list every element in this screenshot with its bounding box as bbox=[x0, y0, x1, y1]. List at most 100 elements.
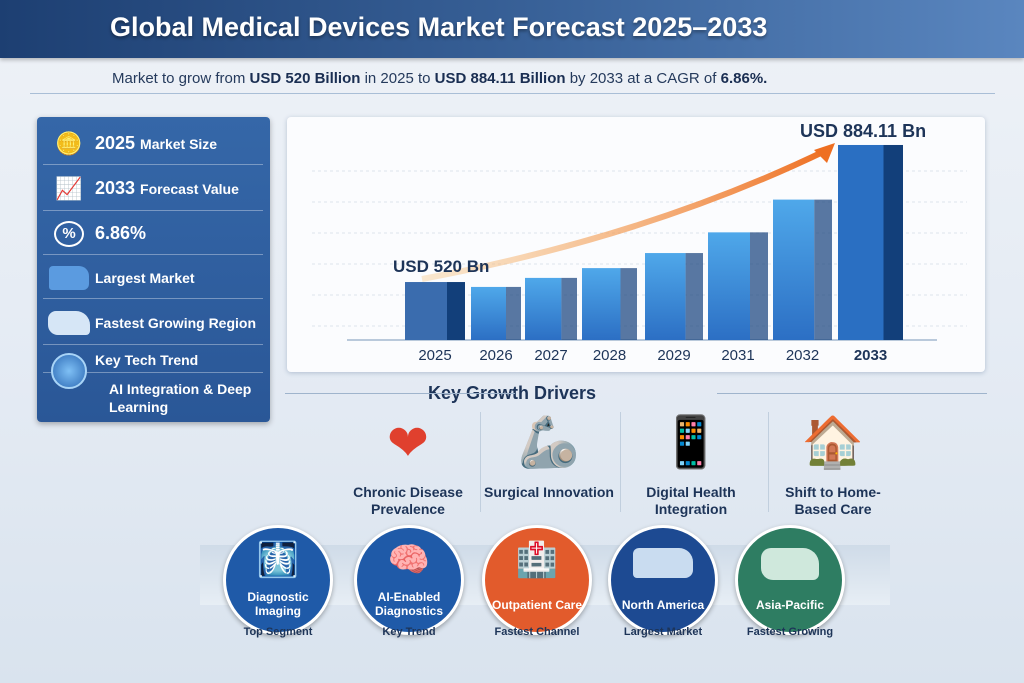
north-america-map-icon bbox=[611, 540, 715, 588]
mri-scanner-icon: 🩻 bbox=[256, 541, 300, 579]
bar-chart: USD 520 Bn USD 884.11 Bn 2025 2026 2027 202… bbox=[312, 121, 967, 364]
ai-chip-icon bbox=[43, 344, 95, 389]
coins-icon: 🪙 bbox=[55, 130, 83, 156]
bar-side-2028 bbox=[620, 268, 637, 340]
driver-label: Digital Health bbox=[646, 484, 736, 500]
highlight-label: Diagnostic Imaging bbox=[247, 590, 309, 618]
highlight-caption: Key Trend bbox=[382, 626, 436, 638]
highlight-label: Outpatient Care bbox=[491, 598, 582, 612]
start-annotation: USD 520 Bn bbox=[393, 257, 489, 276]
highlight-label: Asia-Pacific bbox=[755, 598, 825, 612]
highlight-label: North America bbox=[621, 598, 705, 612]
start-value: USD 520 Billion bbox=[249, 70, 361, 87]
driver-label: Chronic Disease bbox=[353, 484, 463, 500]
x-tick-label: 2028 bbox=[593, 347, 626, 364]
tech-trend-value: AI Integration & Deep Learning bbox=[109, 381, 252, 415]
stat-row-forecast: 📈 2033 Forecast Value bbox=[43, 167, 263, 211]
bar-side-2029 bbox=[685, 253, 703, 340]
growth-arrow-head bbox=[814, 143, 835, 163]
x-tick-label: 2025 bbox=[418, 347, 451, 364]
stat-strong: 2025 bbox=[95, 133, 136, 153]
driver-digital-health: 📱 Digital Health Integration bbox=[621, 405, 761, 518]
home-care-icon: 🏠 bbox=[801, 414, 865, 470]
driver-label: Shift to Home- bbox=[785, 484, 881, 500]
stat-strong: 2033 bbox=[95, 178, 136, 198]
stat-label: Key Tech Trend bbox=[95, 351, 199, 368]
asia-map-icon bbox=[43, 307, 95, 339]
highlight-caption: Fastest Growing bbox=[746, 626, 834, 638]
smartphone-health-icon: 📱 bbox=[659, 414, 723, 470]
divider bbox=[620, 412, 621, 512]
bar-2025 bbox=[405, 282, 447, 340]
x-tick-label: 2032 bbox=[786, 347, 819, 364]
subtitle-text: Market to grow from bbox=[112, 70, 250, 87]
x-tick-label: 2027 bbox=[534, 347, 567, 364]
highlight-ai-diagnostics: 🧠 AI-Enabled Diagnostics bbox=[354, 525, 464, 635]
growth-arrow bbox=[421, 147, 829, 282]
driver-label: Integration bbox=[654, 501, 728, 517]
bar-side-2033 bbox=[883, 144, 903, 340]
stat-label: Forecast Value bbox=[140, 180, 239, 197]
divider bbox=[717, 393, 987, 394]
stat-label: Market Size bbox=[140, 135, 218, 152]
x-tick-label: 2026 bbox=[479, 347, 512, 364]
stat-row-tech-trend: Key Tech Trend bbox=[43, 344, 263, 389]
stat-row-largest-market: Largest Market bbox=[43, 257, 263, 299]
usa-map-icon bbox=[43, 262, 95, 294]
bar-side-2032 bbox=[814, 199, 832, 340]
percent-icon: % bbox=[43, 218, 95, 250]
highlight-caption: Top Segment bbox=[243, 626, 313, 638]
bar-2029 bbox=[645, 253, 686, 340]
bar-side-2027 bbox=[561, 277, 577, 340]
growth-chart-icon: 📈 bbox=[55, 175, 83, 201]
bar-2028 bbox=[582, 268, 621, 340]
driver-home-care: 🏠 Shift to Home- Based Care bbox=[763, 405, 903, 518]
driver-label: Surgical Innovation bbox=[484, 484, 614, 500]
hospital-icon: 🏥 bbox=[515, 541, 559, 579]
driver-surgical-innovation: 🦾 Surgical Innovation bbox=[479, 405, 619, 501]
highlight-asia-pacific: Asia-Pacific bbox=[735, 525, 845, 635]
highlight-caption: Fastest Channel bbox=[494, 626, 580, 638]
stat-row-market-size: 🪙 2025 Market Size bbox=[43, 123, 263, 165]
stat-row-cagr: % 6.86% bbox=[43, 213, 263, 255]
divider bbox=[30, 93, 995, 94]
bar-side-2026 bbox=[506, 286, 521, 340]
driver-label: Prevalence bbox=[371, 501, 445, 517]
bar-2026 bbox=[471, 286, 506, 340]
stat-strong: 6.86% bbox=[95, 223, 147, 243]
highlight-outpatient-care: 🏥 Outpatient Care bbox=[482, 525, 592, 635]
x-tick-label: 2031 bbox=[721, 347, 754, 364]
bar-2032 bbox=[773, 199, 815, 340]
highlight-label: AI-Enabled Diagnostics bbox=[374, 590, 443, 618]
subtitle: Market to grow from USD 520 Billion in 2… bbox=[112, 70, 767, 87]
divider bbox=[768, 412, 769, 512]
highlight-diagnostic-imaging: 🩻 Diagnostic Imaging bbox=[223, 525, 333, 635]
driver-label: Based Care bbox=[794, 501, 872, 517]
x-tick-label: 2029 bbox=[657, 347, 690, 364]
bar-2033 bbox=[838, 144, 884, 340]
header-banner bbox=[0, 0, 1024, 58]
stat-label: Largest Market bbox=[95, 269, 195, 286]
heart-pulse-icon: ❤ bbox=[387, 414, 429, 471]
cagr-value: 6.86%. bbox=[720, 70, 768, 87]
divider bbox=[285, 393, 515, 394]
page-title: Global Medical Devices Market Forecast 2… bbox=[110, 12, 768, 42]
bar-2031 bbox=[708, 232, 750, 340]
highlight-caption: Largest Market bbox=[623, 626, 703, 638]
key-stats-panel: 🪙 2025 Market Size 📈 2033 Forecast Value % 6.… bbox=[37, 117, 270, 422]
stat-label: Fastest Growing Region bbox=[95, 314, 257, 331]
subtitle-text: by 2033 at a CAGR of bbox=[565, 70, 721, 87]
stat-row-fastest-region: Fastest Growing Region bbox=[43, 301, 263, 345]
divider bbox=[480, 412, 481, 512]
highlight-north-america: North America bbox=[608, 525, 718, 635]
driver-chronic-disease: ❤ Chronic Disease Prevalence bbox=[338, 405, 478, 518]
end-annotation: USD 884.11 Bn bbox=[800, 121, 926, 141]
surgical-robot-icon: 🦾 bbox=[517, 414, 581, 470]
ai-brain-icon: 🧠 bbox=[387, 541, 431, 579]
asia-pacific-map-icon bbox=[738, 540, 842, 588]
bar-side-2025 bbox=[447, 282, 465, 340]
bar-2027 bbox=[525, 277, 562, 340]
end-value: USD 884.11 Billion bbox=[434, 70, 566, 87]
subtitle-text: in 2025 to bbox=[360, 70, 435, 87]
bar-side-2031 bbox=[750, 232, 768, 340]
